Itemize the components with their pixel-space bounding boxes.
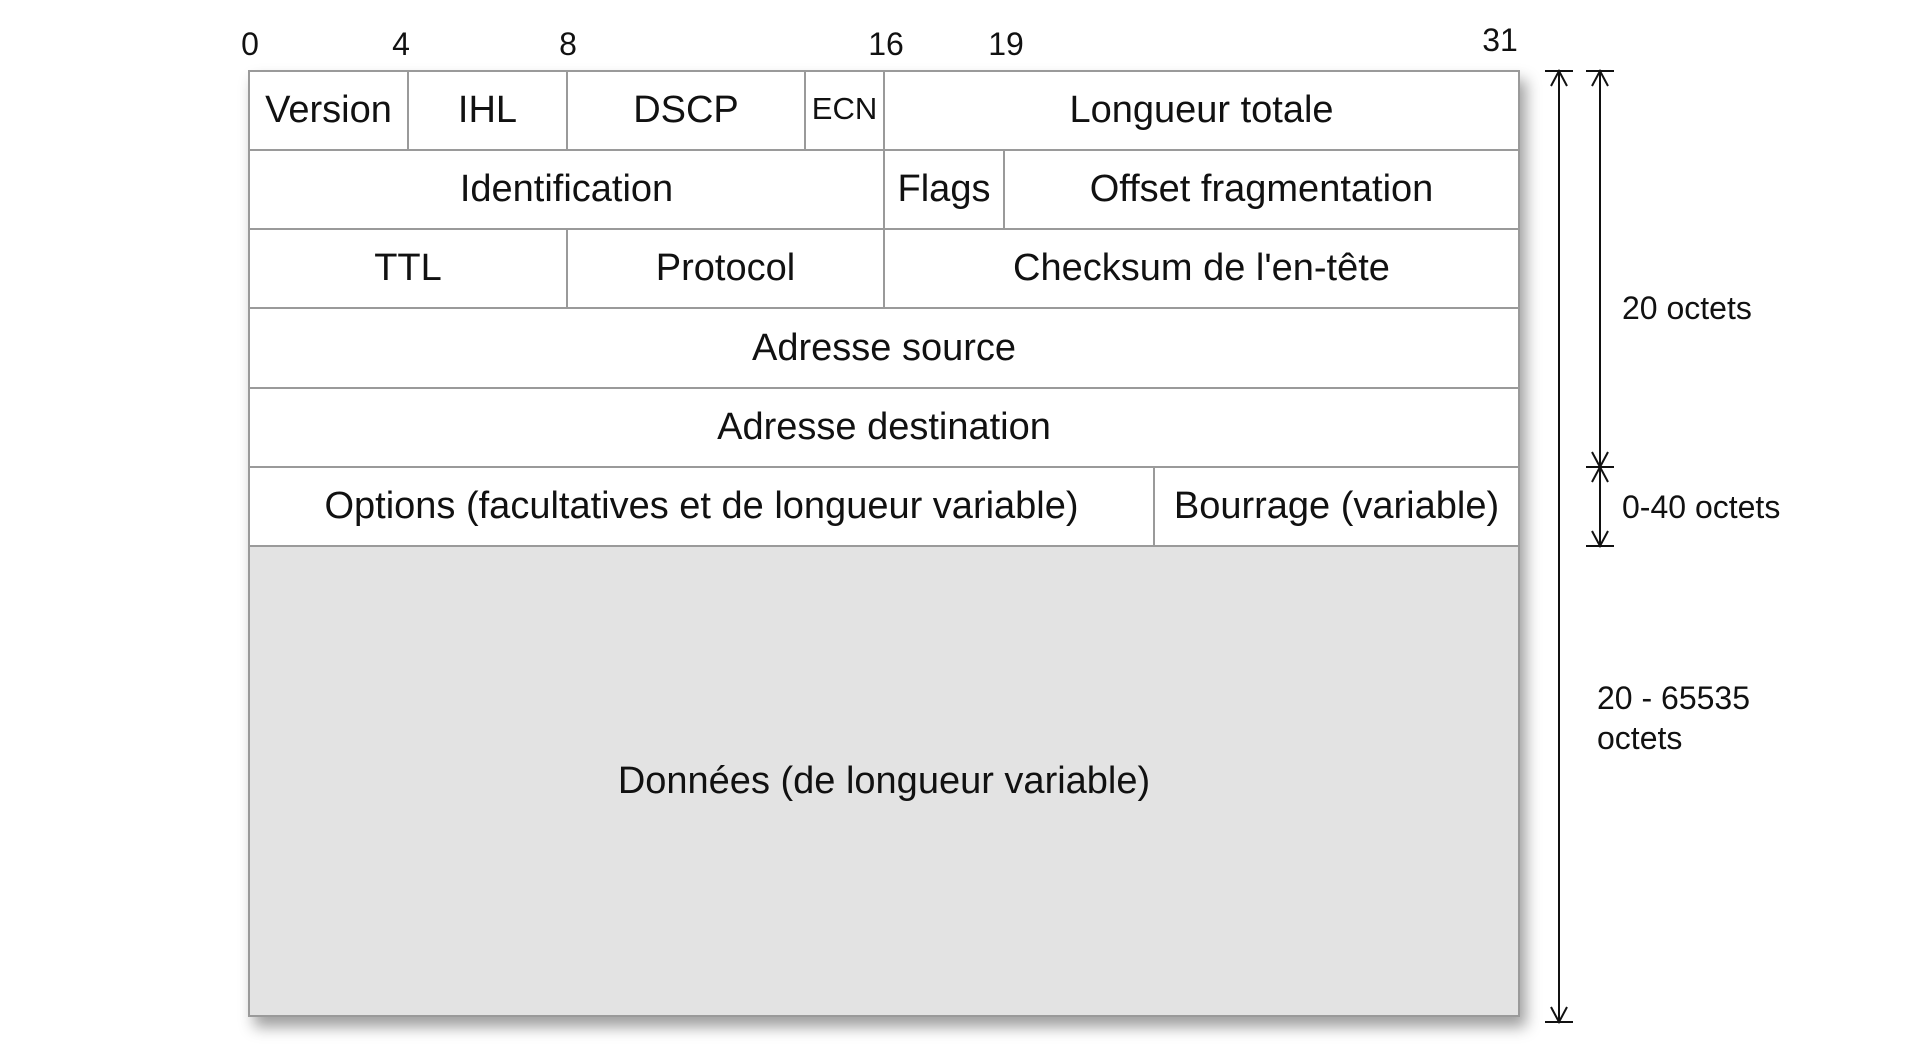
field-fragment-offset: Offset fragmentation xyxy=(1089,168,1434,210)
field-flags: Flags xyxy=(897,168,991,210)
total-size-label-line1: 20 - 65535 xyxy=(1597,680,1751,716)
field-ttl: TTL xyxy=(374,247,442,289)
data-area xyxy=(248,546,1520,1017)
field-header-checksum: Checksum de l'en-tête xyxy=(1013,247,1390,289)
header-size-label: 20 octets xyxy=(1622,290,1752,326)
bit-label-16: 16 xyxy=(868,26,904,62)
bit-label-4: 4 xyxy=(392,26,410,62)
total-size-label-line2: octets xyxy=(1597,720,1683,756)
bit-label-19: 19 xyxy=(988,26,1024,62)
field-version: Version xyxy=(265,89,392,131)
field-ecn: ECN xyxy=(811,91,878,126)
bit-label-0: 0 xyxy=(241,26,259,62)
total-size-arrow xyxy=(1545,68,1573,1025)
field-dscp: DSCP xyxy=(633,89,739,131)
field-options: Options (facultatives et de longueur var… xyxy=(324,485,1079,527)
field-protocol: Protocol xyxy=(655,247,796,289)
bit-label-8: 8 xyxy=(559,26,577,62)
options-size-arrow xyxy=(1586,464,1614,549)
header-size-arrow xyxy=(1586,68,1614,470)
field-total-length: Longueur totale xyxy=(1069,89,1334,131)
options-size-label: 0-40 octets xyxy=(1622,489,1781,525)
field-destination-address: Adresse destination xyxy=(717,406,1051,448)
bit-label-31: 31 xyxy=(1482,22,1518,58)
field-data: Données (de longueur variable) xyxy=(617,759,1151,802)
field-source-address: Adresse source xyxy=(751,326,1016,369)
field-ihl: IHL xyxy=(457,89,518,131)
field-identification: Identification xyxy=(459,168,674,210)
field-padding: Bourrage (variable) xyxy=(1173,485,1500,527)
